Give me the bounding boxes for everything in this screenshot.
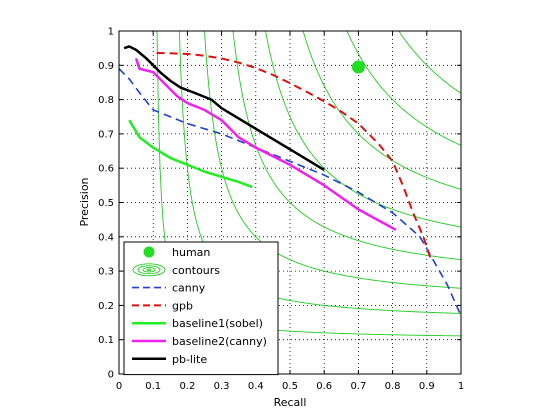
f-contour-line xyxy=(204,31,461,289)
series-baseline2-canny--line xyxy=(134,58,397,232)
x-tick-label: 0.5 xyxy=(282,381,298,392)
f-contour-line xyxy=(232,31,461,261)
f-contour-line xyxy=(346,31,461,146)
x-tick-label: 1 xyxy=(458,381,464,392)
y-tick-label: 0.3 xyxy=(98,267,114,278)
x-axis-label: Recall xyxy=(274,396,307,409)
f-contour-line xyxy=(398,31,461,94)
y-tick-label: 0.7 xyxy=(98,129,114,140)
x-tick-label: 0.6 xyxy=(316,381,332,392)
y-tick-label: 0.9 xyxy=(98,61,114,72)
x-tick-label: 0.9 xyxy=(419,381,435,392)
legend-label-human: human xyxy=(172,246,210,259)
y-tick-label: 1 xyxy=(108,27,114,38)
series-baseline1-sobel--line xyxy=(128,119,253,189)
x-tick-label: 0.8 xyxy=(385,381,401,392)
legend-swatch-human xyxy=(143,246,155,258)
y-tick-label: 0.4 xyxy=(98,232,114,243)
y-tick-label: 0.6 xyxy=(98,164,114,175)
x-tick-label: 0.4 xyxy=(248,381,264,392)
legend-swatch-contours xyxy=(132,263,166,277)
x-tick-label: 0.2 xyxy=(179,381,195,392)
f-contour-line xyxy=(302,31,461,190)
legend-label-canny: canny xyxy=(172,282,206,295)
f-contour-line xyxy=(265,31,461,228)
y-tick-label: 0.1 xyxy=(98,335,114,346)
legend-label-baseline2-canny-: baseline2(canny) xyxy=(172,335,267,348)
y-tick-label: 0.2 xyxy=(98,301,114,312)
x-tick-label: 0.7 xyxy=(350,381,366,392)
x-tick-label: 0 xyxy=(116,381,122,392)
x-tick-label: 0.1 xyxy=(145,381,161,392)
series-canny-line xyxy=(119,68,461,317)
y-tick-label: 0.5 xyxy=(98,198,114,209)
ticks: 0 0.1 0.2 0.3 0.4 0.5 0.6 0.7 0.8 0.9 1 0 0.1 0.2 0.3 0… xyxy=(98,27,464,393)
legend-label-pb-lite: pb-lite xyxy=(172,353,207,366)
series-gpb-line xyxy=(156,51,432,258)
legend-label-baseline1-sobel-: baseline1(sobel) xyxy=(172,317,263,330)
series-layer xyxy=(119,45,461,317)
legend: human contours canny gpb baseline1(sobel) bas… xyxy=(123,241,279,376)
y-axis-label: Precision xyxy=(78,177,91,226)
series-pb-lite-line xyxy=(123,45,325,171)
x-tick-label: 0.3 xyxy=(214,381,230,392)
legend-label-contours: contours xyxy=(172,264,220,277)
human-layer xyxy=(351,60,365,74)
human-point xyxy=(351,60,365,74)
legend-label-gpb: gpb xyxy=(172,299,193,312)
y-tick-label: 0 xyxy=(108,370,114,381)
y-tick-label: 0.8 xyxy=(98,95,114,106)
